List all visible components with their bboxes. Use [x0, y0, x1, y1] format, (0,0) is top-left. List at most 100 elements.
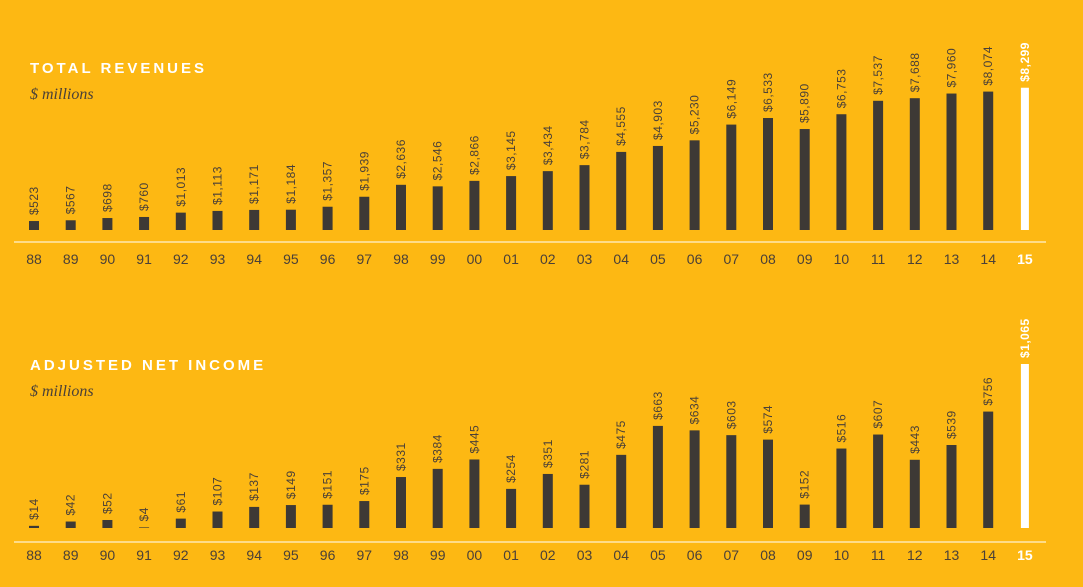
- income-bar: [29, 525, 39, 528]
- income-value-label: $475: [614, 420, 628, 449]
- income-tick-label: 06: [687, 547, 703, 563]
- revenue-bar: [983, 91, 994, 231]
- income-tick-label: 91: [136, 547, 152, 563]
- revenue-bar: [139, 216, 150, 230]
- income-value-label: $14: [27, 498, 41, 520]
- income-tick-label: 03: [577, 547, 593, 563]
- income-value-label: $61: [174, 491, 188, 513]
- revenue-value-label: $3,784: [578, 119, 592, 159]
- revenue-bar: [909, 98, 920, 230]
- income-value-label: $603: [724, 400, 738, 429]
- income-tick-label: 90: [100, 547, 116, 563]
- revenue-bar: [359, 196, 370, 230]
- revenue-tick-label: 97: [357, 251, 373, 267]
- revenue-bar: [652, 145, 663, 230]
- revenue-value-label: $523: [27, 186, 41, 215]
- revenue-value-label: $4,903: [651, 100, 665, 140]
- revenue-bar: [212, 210, 223, 230]
- income-bar: [175, 518, 186, 528]
- revenue-value-label: $1,357: [321, 161, 335, 201]
- income-tick-label: 97: [357, 547, 373, 563]
- revenue-bar: [616, 151, 627, 230]
- revenue-bar: [946, 93, 957, 231]
- revenue-tick-label: 13: [944, 251, 960, 267]
- income-value-label: $151: [321, 470, 335, 499]
- income-value-label: $52: [100, 492, 114, 514]
- revenue-bar: [29, 221, 39, 230]
- revenue-value-label: $2,866: [467, 135, 481, 175]
- income-value-label: $634: [688, 396, 702, 425]
- income-value-label: $756: [981, 377, 995, 406]
- revenue-value-label: $5,230: [688, 95, 702, 135]
- revenue-bar: [469, 180, 480, 230]
- revenue-chart-unit: $ millions: [30, 86, 94, 103]
- income-value-label: $175: [357, 466, 371, 495]
- revenue-value-label: $1,939: [357, 151, 371, 191]
- revenue-tick-label: 00: [467, 251, 483, 267]
- revenue-tick-label: 96: [320, 251, 336, 267]
- income-value-label: $331: [394, 442, 408, 471]
- revenue-tick-label: 11: [871, 251, 886, 267]
- income-value-label: $539: [945, 410, 959, 439]
- income-bar: [469, 459, 480, 528]
- income-chart-title: ADJUSTED NET INCOME: [30, 357, 267, 374]
- income-tick-label: 13: [944, 547, 960, 563]
- income-bar: [396, 477, 406, 528]
- income-bar: [946, 444, 957, 528]
- revenue-bar: [726, 124, 737, 230]
- revenue-value-label: $4,555: [614, 106, 628, 146]
- income-bar: [249, 506, 260, 528]
- revenue-bar-chart: $523 88 $567 89 $698 90 $760 91 $1,013 92 $1,113 93…: [14, 42, 1046, 267]
- revenue-tick-label: 10: [834, 251, 850, 267]
- revenue-bar: [432, 186, 443, 230]
- revenue-value-label: $8,299: [1018, 42, 1032, 82]
- income-value-label: $4: [137, 507, 151, 521]
- revenue-tick-label: 91: [136, 251, 152, 267]
- revenue-tick-label: 08: [760, 251, 776, 267]
- revenue-bar: [1020, 87, 1029, 230]
- income-value-label: $443: [908, 425, 922, 454]
- income-tick-label: 89: [63, 547, 79, 563]
- revenue-value-label: $1,171: [247, 164, 261, 204]
- revenue-value-label: $567: [64, 186, 78, 215]
- income-tick-label: 10: [834, 547, 850, 563]
- revenue-bar: [102, 218, 113, 230]
- revenue-tick-label: 93: [210, 251, 226, 267]
- revenue-tick-label: 04: [613, 251, 629, 267]
- revenue-value-label: $8,074: [981, 46, 995, 86]
- revenue-bar: [396, 184, 406, 230]
- income-bar: [799, 504, 810, 528]
- revenue-tick-label: 12: [907, 251, 923, 267]
- income-tick-label: 01: [503, 547, 519, 563]
- income-value-label: $137: [247, 472, 261, 501]
- income-bar: [65, 521, 76, 528]
- revenue-bar: [579, 165, 590, 230]
- income-chart-unit: $ millions: [30, 383, 94, 400]
- revenue-tick-label: 01: [503, 251, 519, 267]
- income-value-label: $351: [541, 439, 555, 468]
- income-bar: [909, 459, 920, 528]
- income-bar: [836, 448, 847, 528]
- income-bar: [652, 425, 663, 528]
- revenue-bar: [322, 206, 333, 230]
- revenue-tick-label: 02: [540, 251, 556, 267]
- income-value-label: $663: [651, 391, 665, 420]
- revenue-tick-label: 94: [246, 251, 262, 267]
- revenue-bar: [799, 129, 810, 230]
- revenue-tick-label: 90: [100, 251, 116, 267]
- revenue-tick-label: 98: [393, 251, 409, 267]
- revenue-value-label: $698: [100, 183, 114, 212]
- revenue-bar: [65, 220, 76, 230]
- revenue-value-label: $7,688: [908, 53, 922, 93]
- income-tick-label: 08: [760, 547, 776, 563]
- revenue-value-label: $6,533: [761, 72, 775, 112]
- income-tick-label: 95: [283, 547, 299, 563]
- revenue-value-label: $2,546: [431, 141, 445, 181]
- income-value-label: $384: [431, 434, 445, 463]
- revenue-tick-label: 05: [650, 251, 666, 267]
- revenue-bar: [873, 100, 884, 231]
- income-tick-label: 96: [320, 547, 336, 563]
- revenue-bar: [249, 209, 260, 230]
- revenue-tick-label: 15: [1017, 251, 1033, 267]
- income-tick-label: 98: [393, 547, 409, 563]
